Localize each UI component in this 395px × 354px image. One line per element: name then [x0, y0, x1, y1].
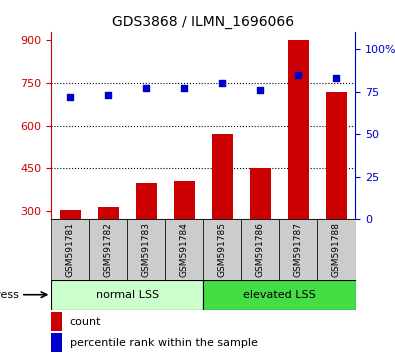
Point: [181, 85, 188, 91]
Bar: [51, 280, 203, 310]
Bar: [279, 219, 318, 280]
Point: [257, 87, 263, 93]
Bar: [288, 40, 309, 296]
Title: GDS3868 / ILMN_1696066: GDS3868 / ILMN_1696066: [112, 16, 295, 29]
Bar: [51, 333, 62, 352]
Bar: [241, 219, 279, 280]
Point: [219, 80, 226, 86]
Bar: [203, 219, 241, 280]
Text: GSM591785: GSM591785: [218, 222, 227, 278]
Bar: [89, 219, 127, 280]
Point: [333, 75, 340, 81]
Bar: [250, 168, 271, 296]
Text: GSM591786: GSM591786: [256, 222, 265, 278]
Bar: [318, 219, 356, 280]
Text: stress: stress: [0, 290, 19, 300]
Text: percentile rank within the sample: percentile rank within the sample: [70, 338, 258, 348]
Bar: [51, 219, 89, 280]
Bar: [60, 210, 81, 296]
Text: GSM591787: GSM591787: [294, 222, 303, 278]
Text: GSM591788: GSM591788: [332, 222, 341, 278]
Text: count: count: [70, 316, 101, 327]
Text: GSM591782: GSM591782: [104, 222, 113, 278]
Bar: [166, 219, 203, 280]
Bar: [326, 92, 347, 296]
Point: [67, 94, 73, 99]
Bar: [174, 181, 195, 296]
Text: normal LSS: normal LSS: [96, 290, 159, 300]
Bar: [51, 312, 62, 331]
Text: elevated LSS: elevated LSS: [243, 290, 316, 300]
Bar: [203, 280, 356, 310]
Point: [105, 92, 111, 98]
Bar: [127, 219, 166, 280]
Text: GSM591783: GSM591783: [142, 222, 151, 278]
Bar: [212, 134, 233, 296]
Point: [143, 85, 150, 91]
Bar: [98, 207, 119, 296]
Text: GSM591781: GSM591781: [66, 222, 75, 278]
Point: [295, 72, 302, 77]
Bar: [136, 183, 157, 296]
Text: GSM591784: GSM591784: [180, 222, 189, 278]
